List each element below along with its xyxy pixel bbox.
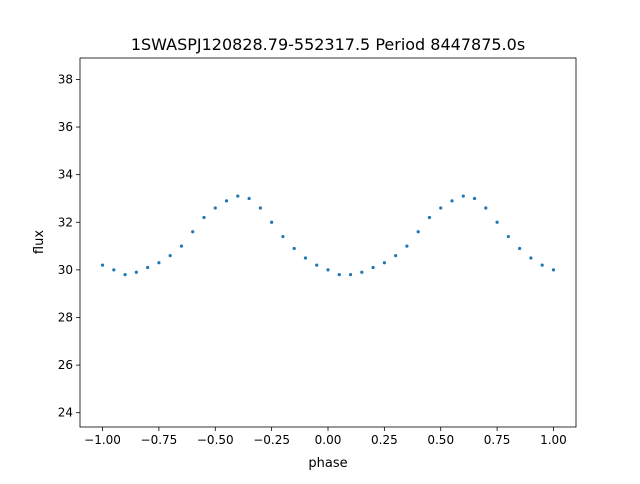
x-tick-label: −1.00 xyxy=(84,433,121,447)
x-tick-label: 0.75 xyxy=(484,433,511,447)
data-point xyxy=(529,256,533,260)
data-point xyxy=(100,263,105,267)
data-point xyxy=(191,230,195,234)
chart-title: 1SWASPJ120828.79-552317.5 Period 8447875… xyxy=(131,35,525,54)
x-axis-ticks: −1.00 −0.75 −0.50 −0.25 0.00 0.25 0.50 0.75 1.00 xyxy=(84,427,567,447)
x-tick-label: −0.25 xyxy=(253,433,290,447)
y-tick-label: 24 xyxy=(58,406,73,420)
data-point xyxy=(168,253,172,258)
data-point xyxy=(394,253,398,258)
x-tick-label: −0.50 xyxy=(197,433,234,447)
data-point xyxy=(540,263,544,267)
data-point xyxy=(450,199,454,203)
data-point xyxy=(326,268,330,272)
data-point xyxy=(371,265,375,270)
x-tick-label: 1.00 xyxy=(540,433,567,447)
y-tick-label: 26 xyxy=(58,358,73,372)
data-point xyxy=(303,256,308,260)
data-point xyxy=(123,273,127,277)
data-point xyxy=(518,246,522,251)
data-point xyxy=(258,206,262,210)
data-point xyxy=(112,268,116,272)
data-point xyxy=(416,230,420,234)
data-point xyxy=(382,261,386,265)
data-point xyxy=(315,263,319,267)
data-point xyxy=(224,199,229,203)
y-tick-label: 34 xyxy=(58,168,73,182)
y-axis-ticks: 24 26 28 30 32 34 36 38 xyxy=(58,72,80,420)
data-point xyxy=(179,244,184,248)
y-tick-label: 36 xyxy=(58,120,73,134)
data-point xyxy=(146,265,150,270)
data-point xyxy=(427,215,432,220)
data-point xyxy=(360,270,364,274)
data-point xyxy=(236,194,240,198)
data-point xyxy=(134,270,138,274)
y-tick-label: 28 xyxy=(58,310,73,324)
data-point xyxy=(213,206,217,210)
data-point xyxy=(405,244,409,248)
data-point xyxy=(506,234,510,239)
data-point xyxy=(348,273,353,277)
x-axis-label: phase xyxy=(308,456,347,471)
data-point xyxy=(495,220,499,224)
data-point xyxy=(270,220,274,224)
data-points xyxy=(100,194,556,277)
data-point xyxy=(484,206,488,210)
x-tick-label: −0.75 xyxy=(141,433,178,447)
data-point xyxy=(551,268,556,272)
y-tick-label: 30 xyxy=(58,263,73,277)
data-point xyxy=(461,194,465,198)
data-point xyxy=(202,215,206,220)
data-point xyxy=(292,246,296,251)
x-tick-label: 0.25 xyxy=(371,433,398,447)
y-axis-label: flux xyxy=(32,230,47,254)
data-point xyxy=(439,206,443,210)
y-tick-label: 32 xyxy=(58,215,73,229)
data-point xyxy=(337,273,341,277)
y-tick-label: 38 xyxy=(58,72,73,86)
x-tick-label: 0.50 xyxy=(427,433,454,447)
x-tick-label: 0.00 xyxy=(315,433,342,447)
data-point xyxy=(281,234,285,239)
data-point xyxy=(472,196,477,201)
data-point xyxy=(157,261,161,265)
data-point xyxy=(247,196,251,201)
